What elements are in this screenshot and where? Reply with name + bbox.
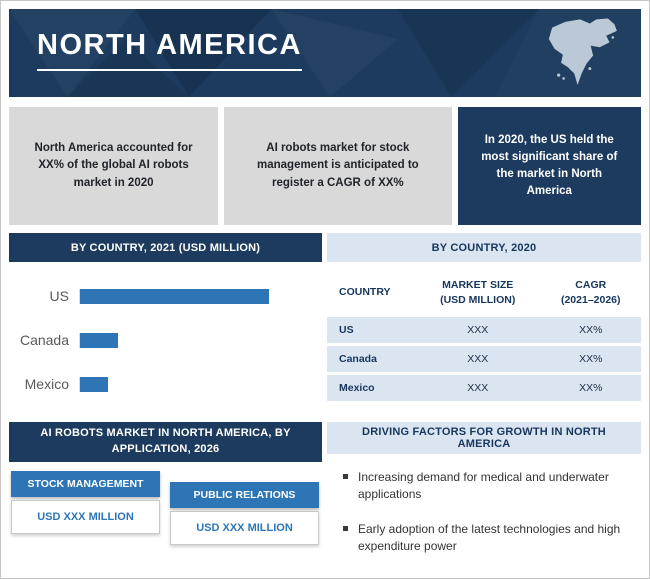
bar-track [79, 376, 310, 392]
country-table-panel: BY COUNTRY, 2020 COUNTRY MARKET SIZE (US… [327, 233, 641, 414]
card-label: PUBLIC RELATIONS [170, 481, 319, 508]
driving-factor-item: Increasing demand for medical and underw… [343, 469, 633, 504]
cell-country: US [327, 317, 415, 347]
chart-header: BY COUNTRY, 2021 (USD MILLION) [9, 233, 322, 262]
banner: NORTH AMERICA [9, 9, 641, 97]
country-table: COUNTRY MARKET SIZE (USD MILLION) CAGR (… [327, 273, 641, 405]
table-header: BY COUNTRY, 2020 [327, 233, 641, 262]
driving-factor-text: Early adoption of the latest technologie… [358, 521, 621, 554]
banner-geometric-pattern [67, 9, 539, 97]
highlight-box-us-share: In 2020, the US held the most significan… [457, 107, 641, 225]
bar-category-label: Mexico [24, 376, 69, 392]
bottom-row: AI ROBOTS MARKET IN NORTH AMERICA, BY AP… [9, 422, 641, 573]
bar-row-us: US [13, 274, 310, 318]
application-card-stock-management: STOCK MANAGEMENT USD XXX MILLION [11, 470, 160, 545]
application-header: AI ROBOTS MARKET IN NORTH AMERICA, BY AP… [9, 422, 322, 462]
highlight-box-market-share: North America accounted for XX% of the g… [9, 107, 219, 225]
bullet-square-icon [343, 474, 348, 479]
bar-canada [80, 332, 118, 348]
bar-category-label: US [49, 288, 69, 304]
bar-us [80, 288, 269, 304]
highlight-text: North America accounted for XX% of the g… [34, 142, 193, 189]
bar-track [79, 332, 310, 348]
driving-factors-header: DRIVING FACTORS FOR GROWTH IN NORTH AMER… [327, 422, 641, 454]
cell-country: Mexico [327, 373, 415, 405]
card-label: STOCK MANAGEMENT [11, 470, 160, 497]
driving-factor-item: Early adoption of the latest technologie… [343, 521, 633, 556]
driving-factors-panel: DRIVING FACTORS FOR GROWTH IN NORTH AMER… [327, 422, 641, 573]
column-market-size: MARKET SIZE (USD MILLION) [414, 273, 541, 318]
cell-country: Canada [327, 344, 415, 376]
middle-row: BY COUNTRY, 2021 (USD MILLION) US Canada M… [9, 233, 641, 414]
cell-market-size: XXX [414, 373, 541, 405]
driving-factor-text: Increasing demand for medical and underw… [358, 470, 609, 502]
card-value: USD XXX MILLION [11, 499, 160, 534]
table-header-row: COUNTRY MARKET SIZE (USD MILLION) CAGR (… [327, 273, 641, 318]
cell-market-size: XXX [414, 344, 541, 376]
highlight-text: AI robots market for stock management is… [257, 142, 419, 189]
country-chart-panel: BY COUNTRY, 2021 (USD MILLION) US Canada M… [9, 233, 322, 414]
column-country: COUNTRY [327, 273, 415, 318]
table-row: US XXX XX% [327, 317, 641, 347]
table-row: Mexico XXX XX% [327, 373, 641, 405]
bar-row-canada: Canada [13, 318, 310, 362]
highlight-box-cagr: AI robots market for stock management is… [224, 107, 452, 225]
highlights-row: North America accounted for XX% of the g… [9, 107, 641, 225]
highlight-text: In 2020, the US held the most significan… [481, 133, 618, 198]
card-value: USD XXX MILLION [170, 510, 319, 545]
bullet-square-icon [343, 525, 348, 531]
column-cagr: CAGR (2021–2026) [540, 273, 641, 318]
cell-cagr: XX% [540, 373, 641, 405]
cell-market-size: XXX [414, 317, 541, 347]
driving-factors-list: Increasing demand for medical and underw… [327, 469, 641, 556]
bar-track [79, 288, 310, 304]
application-card-public-relations: PUBLIC RELATIONS USD XXX MILLION [170, 481, 319, 545]
north-america-map-icon [548, 18, 617, 85]
application-cards: STOCK MANAGEMENT USD XXX MILLION PUBLIC … [9, 462, 322, 545]
cell-cagr: XX% [540, 344, 641, 376]
bar-row-mexico: Mexico [13, 362, 310, 406]
bar-category-label: Canada [19, 332, 69, 348]
bar-chart: US Canada Mexico [9, 262, 322, 414]
bar-mexico [80, 376, 109, 392]
banner-title: NORTH AMERICA [37, 29, 302, 71]
cell-cagr: XX% [540, 317, 641, 347]
table-row: Canada XXX XX% [327, 344, 641, 376]
application-panel: AI ROBOTS MARKET IN NORTH AMERICA, BY AP… [9, 422, 322, 573]
